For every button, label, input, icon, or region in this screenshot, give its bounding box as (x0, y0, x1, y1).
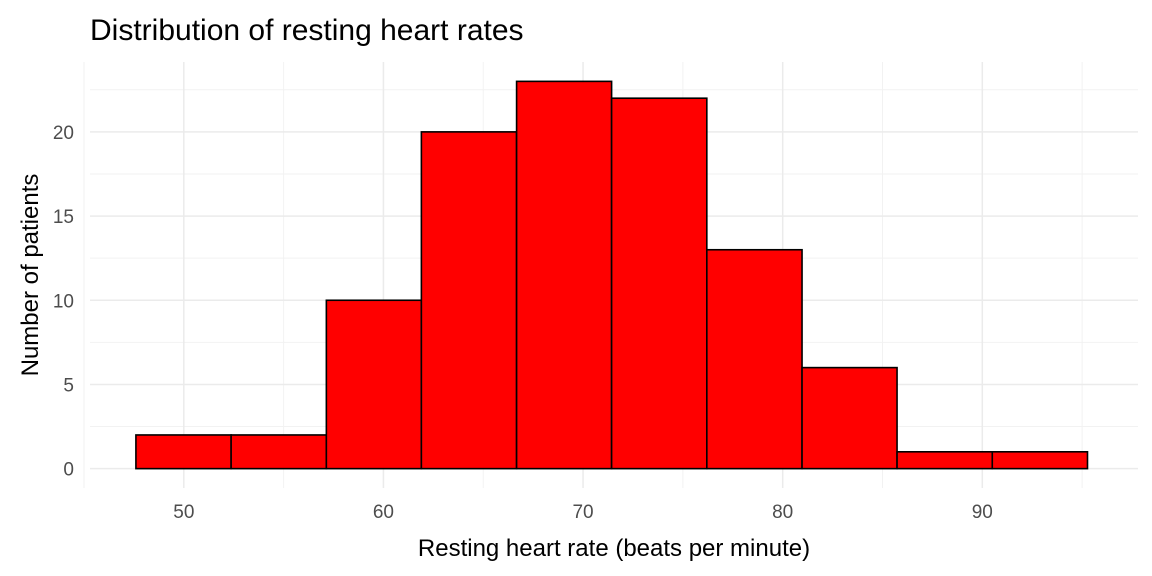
histogram-bar (135, 434, 232, 470)
histogram-bar (896, 450, 994, 470)
histogram-bar (801, 366, 898, 470)
histogram-bar (991, 450, 1089, 470)
bars (135, 80, 1089, 470)
histogram-bar (610, 97, 708, 470)
x-tick-label: 70 (572, 502, 593, 523)
x-axis-title: Resting heart rate (beats per minute) (418, 535, 810, 562)
histogram-bar (420, 131, 518, 470)
x-tick-label: 60 (373, 502, 394, 523)
y-tick-label: 20 (53, 123, 74, 144)
y-axis-title: Number of patients (17, 174, 44, 377)
x-tick-label: 50 (173, 502, 194, 523)
x-tick-label: 90 (972, 502, 993, 523)
y-tick-label: 5 (63, 375, 74, 396)
histogram-bar (706, 248, 803, 470)
y-tick-labels: 0 5 10 15 20 (53, 123, 74, 481)
x-tick-labels: 50 60 70 80 90 (173, 502, 993, 523)
histogram-bar (515, 80, 613, 470)
chart-title: Distribution of resting heart rates (90, 14, 524, 47)
y-tick-label: 15 (53, 207, 74, 228)
y-tick-label: 10 (53, 291, 74, 312)
y-tick-label: 0 (63, 460, 74, 481)
histogram-bar (230, 434, 328, 470)
histogram-bar (325, 299, 423, 470)
x-tick-label: 80 (772, 502, 793, 523)
